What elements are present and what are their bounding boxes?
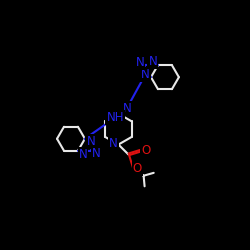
Text: N: N — [86, 135, 95, 148]
Text: N: N — [141, 68, 150, 81]
Text: N: N — [92, 147, 100, 160]
Text: NH: NH — [106, 111, 124, 124]
Text: N: N — [148, 55, 157, 68]
Text: N: N — [136, 56, 144, 69]
Text: N: N — [109, 137, 118, 150]
Text: O: O — [141, 144, 150, 157]
Text: N: N — [122, 102, 131, 115]
Text: O: O — [132, 162, 142, 174]
Text: N: N — [79, 148, 88, 161]
